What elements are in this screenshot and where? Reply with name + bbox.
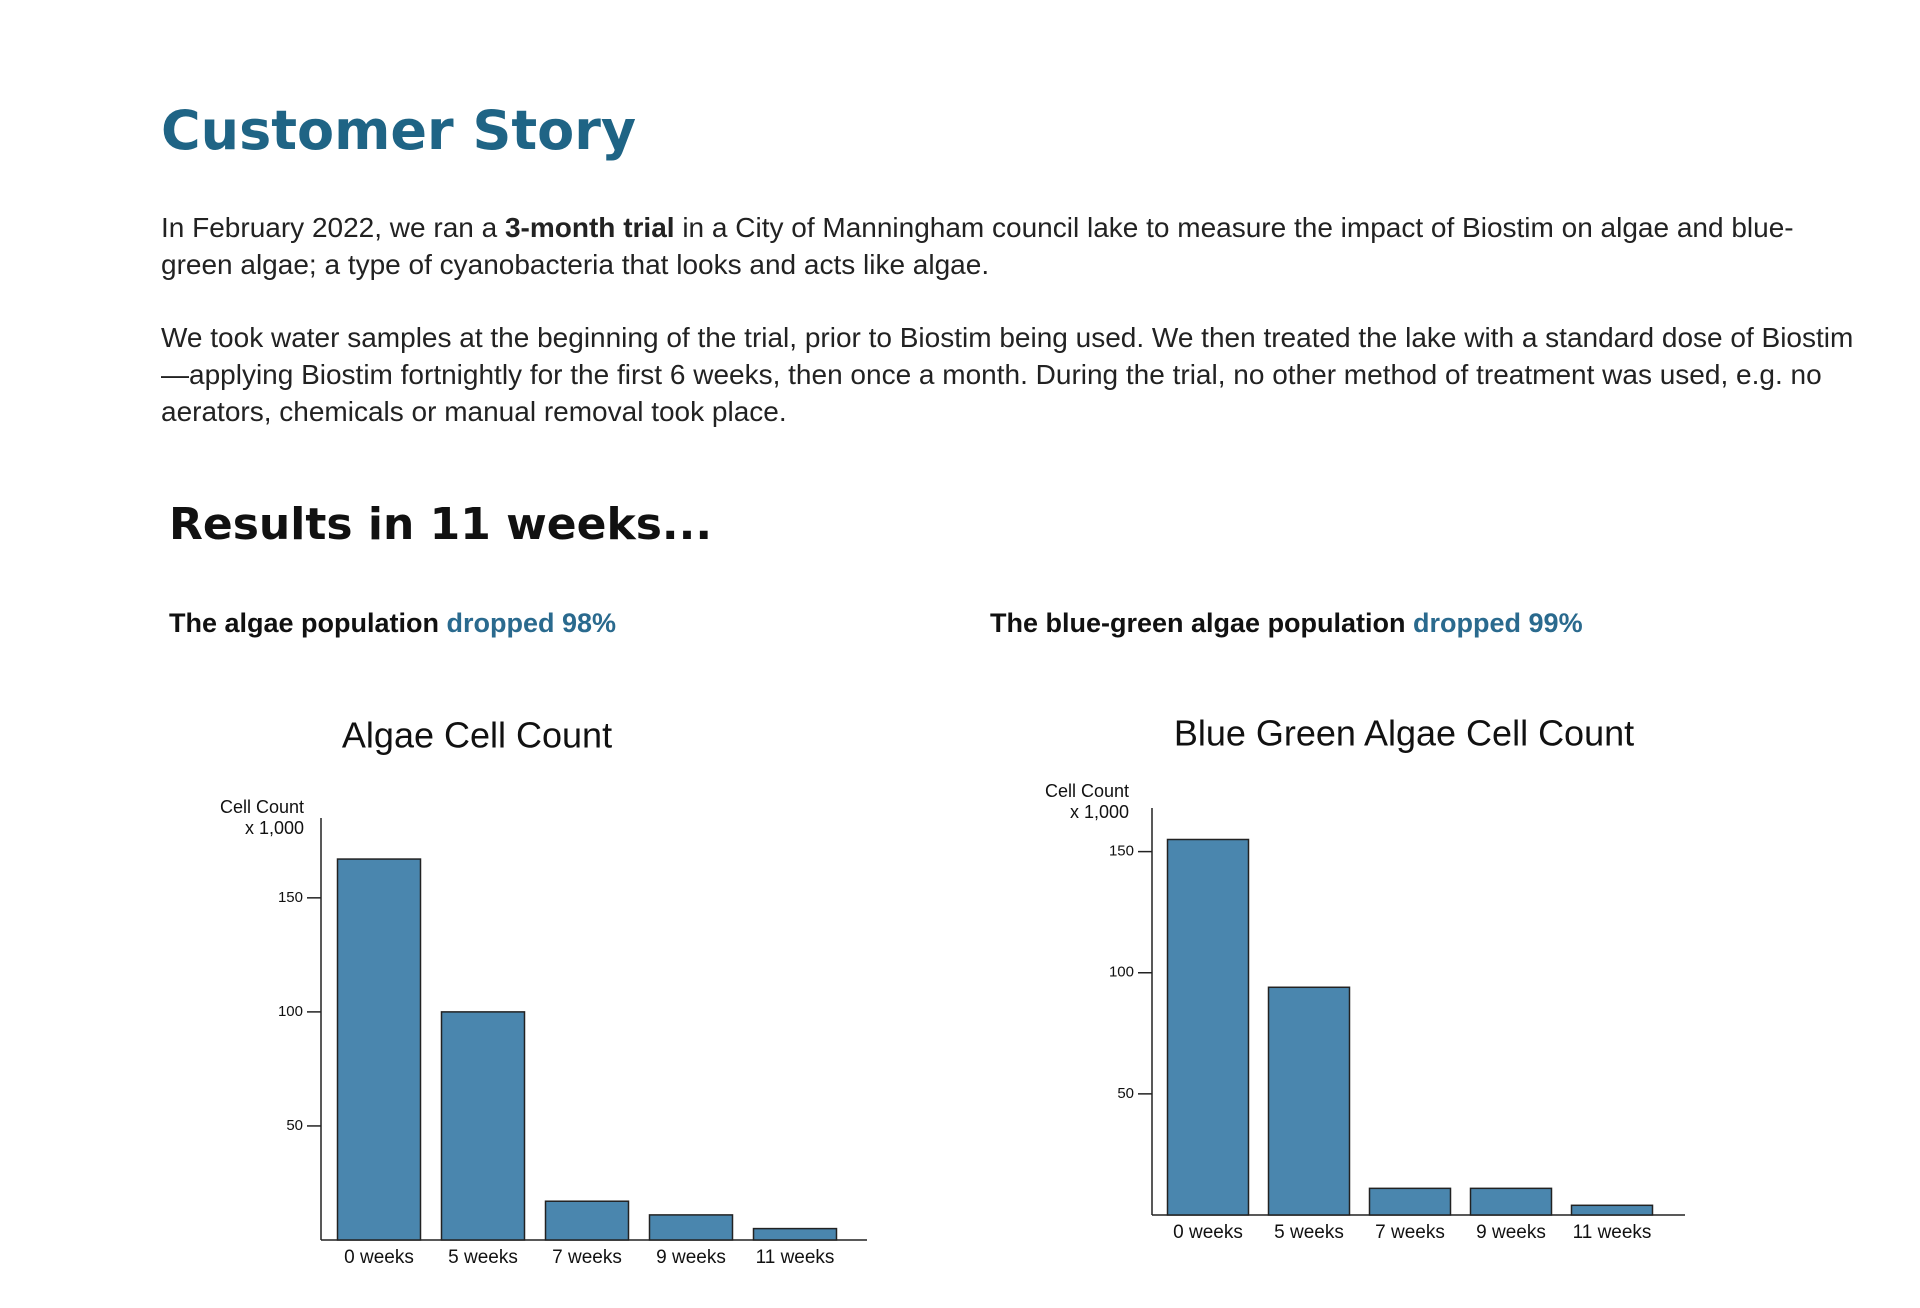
- bar: [336, 858, 422, 1241]
- y-tick-label: 100: [1109, 964, 1134, 981]
- x-tick-label: 0 weeks: [344, 1247, 414, 1268]
- chart-subtitle: The algae population dropped 98%: [169, 610, 616, 637]
- bar: [544, 1200, 630, 1241]
- y-tick-label: 150: [278, 889, 303, 906]
- y-axis-label: x 1,000: [245, 818, 304, 838]
- y-tick-label: 50: [286, 1117, 303, 1134]
- bar: [648, 1214, 734, 1241]
- page-title: Customer Story: [161, 99, 637, 162]
- bar: [1368, 1187, 1452, 1216]
- bar: [1570, 1204, 1654, 1216]
- highlight: dropped 99%: [1413, 608, 1583, 638]
- x-tick-label: 11 weeks: [756, 1247, 835, 1268]
- highlight: dropped 98%: [446, 608, 617, 638]
- x-tick-label: 9 weeks: [1476, 1222, 1546, 1243]
- chart-title: Algae Cell Count: [342, 715, 612, 756]
- paragraph: We took water samples at the beginning o…: [161, 322, 1854, 427]
- text: The algae population: [169, 608, 447, 638]
- bold-text: 3-month trial: [504, 212, 675, 243]
- y-tick-label: 150: [1109, 843, 1134, 860]
- x-tick-label: 7 weeks: [552, 1247, 622, 1268]
- paragraph: In February 2022, we ran a 3-month trial…: [161, 209, 1861, 283]
- y-axis-label: x 1,000: [1070, 802, 1129, 822]
- y-axis-label: Cell Count: [1045, 781, 1129, 801]
- text: in a City of Manningham council lake to …: [161, 212, 1794, 280]
- chart-title: Blue Green Algae Cell Count: [1174, 713, 1634, 754]
- text: The blue-green algae population: [990, 608, 1414, 638]
- results-heading: Results in 11 weeks...: [169, 499, 713, 550]
- bar: [1469, 1187, 1553, 1216]
- x-tick-label: 5 weeks: [1274, 1222, 1344, 1243]
- x-tick-label: 9 weeks: [656, 1247, 726, 1268]
- x-tick-label: 11 weeks: [1573, 1222, 1652, 1243]
- chart-subtitle: The blue-green algae population dropped …: [990, 610, 1583, 637]
- y-axis-label: Cell Count: [220, 797, 304, 817]
- y-tick-label: 100: [278, 1003, 303, 1020]
- x-tick-label: 5 weeks: [448, 1247, 518, 1268]
- bar: [440, 1011, 526, 1241]
- bar: [1267, 986, 1351, 1216]
- x-tick-label: 7 weeks: [1375, 1222, 1445, 1243]
- x-tick-label: 0 weeks: [1173, 1222, 1243, 1243]
- bar: [1166, 838, 1250, 1216]
- text: In February 2022, we ran a: [161, 212, 505, 243]
- y-tick-label: 50: [1117, 1085, 1134, 1102]
- bar: [752, 1227, 838, 1241]
